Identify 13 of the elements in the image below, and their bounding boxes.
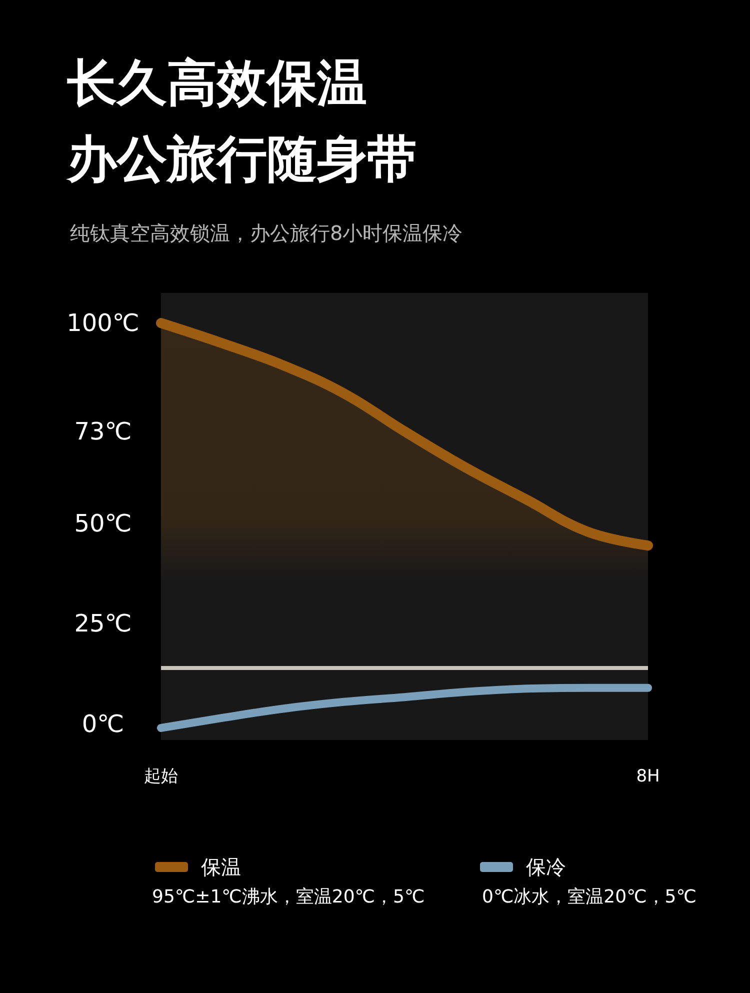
y-tick-label: 25℃: [74, 610, 132, 638]
legend-label: 保冷: [526, 855, 566, 879]
x-tick-label: 起始: [144, 766, 178, 786]
text: 95℃±1℃沸水，室温20℃，5℃: [152, 886, 425, 908]
chart-subtitle: 纯钛真空高效锁温，办公旅行8小时保温保冷: [70, 221, 463, 245]
y-tick-label: 50℃: [74, 510, 132, 538]
y-tick-label: 100℃: [66, 309, 140, 338]
text: 0℃冰水，室温20℃，5℃: [482, 886, 696, 908]
legend-label: 保温: [201, 855, 241, 879]
y-tick-label: 0℃: [82, 710, 124, 738]
chart-title: 长久高效保温办公旅行随身带: [66, 54, 417, 188]
x-tick-label: 8H: [636, 766, 660, 786]
y-tick-label: 73℃: [74, 417, 132, 446]
